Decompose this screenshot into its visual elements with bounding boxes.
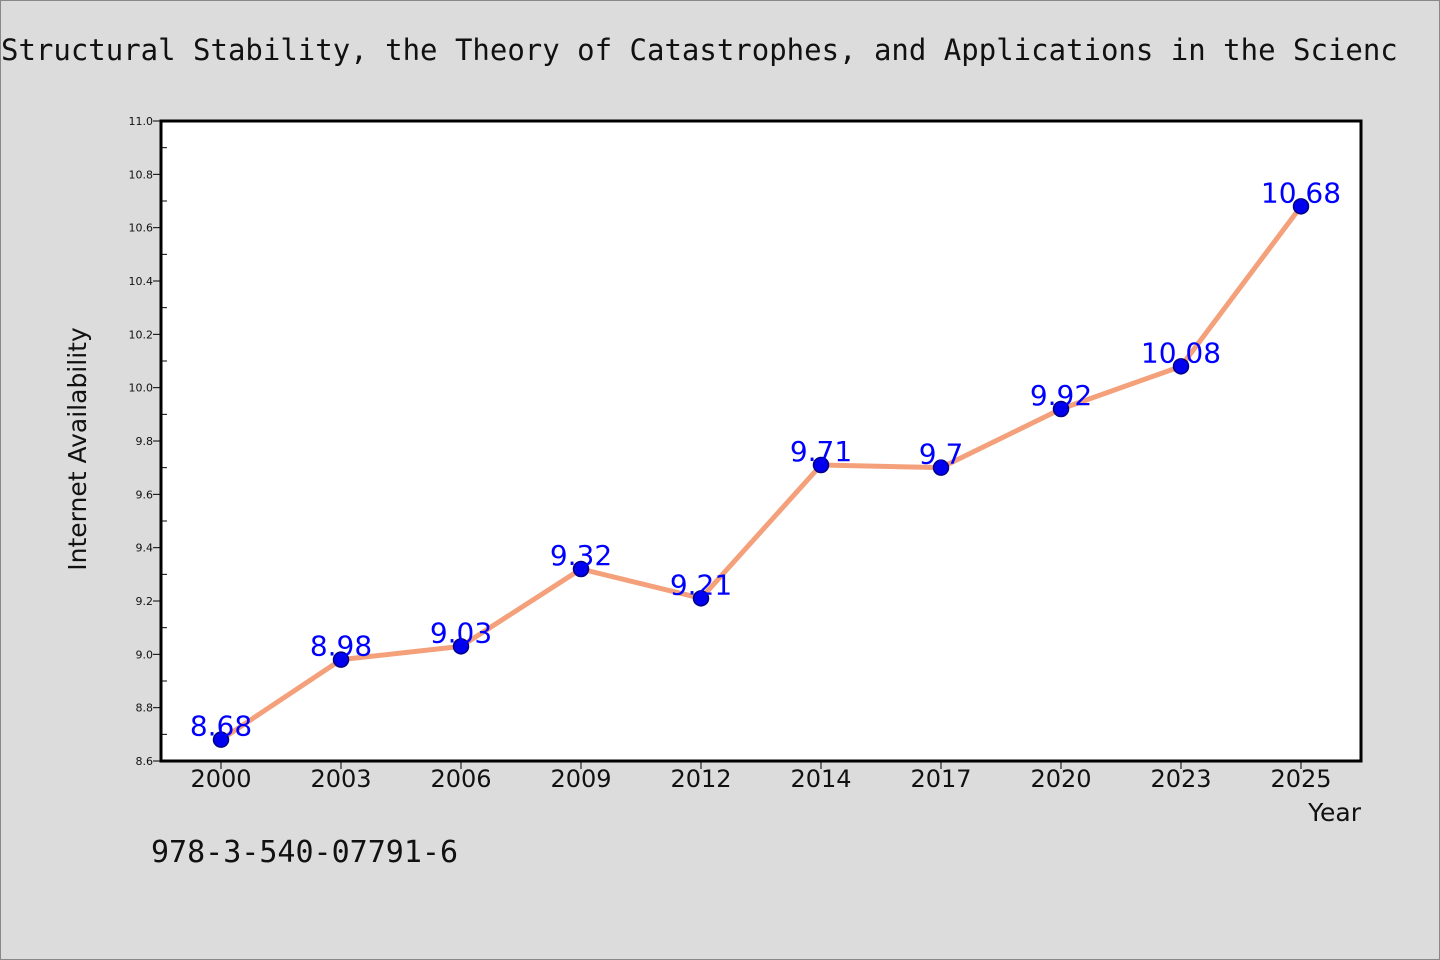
x-axis: 2000 2003 2006 2009 2012 2014 2017 2020 2023 2025: [190, 761, 1332, 793]
x-tick-label: 2025: [1270, 765, 1331, 793]
x-tick-label: 2006: [430, 765, 491, 793]
data-label: 10.68: [1261, 176, 1341, 209]
data-labels: 8.68 8.98 9.03 9.32 9.21 9.71 9.7 9.92 10.08 10.6…: [190, 176, 1341, 742]
x-tick-label: 2020: [1030, 765, 1091, 793]
y-tick-label: 8.6: [136, 755, 154, 768]
data-point: [1052, 400, 1070, 418]
data-point: [1172, 358, 1190, 375]
data-point: [332, 651, 350, 668]
data-label: 9.92: [1030, 379, 1092, 412]
data-point: [692, 590, 710, 607]
data-label: 9.03: [430, 616, 492, 649]
y-tick-label: 9.0: [136, 648, 154, 661]
y-tick-label: 9.4: [136, 542, 154, 555]
y-tick-label: 10.0: [129, 382, 154, 395]
x-tick-label: 2012: [670, 765, 731, 793]
data-point: [1292, 198, 1310, 215]
data-label: 8.98: [310, 630, 372, 663]
y-axis: 8.6 8.8 9.0 9.2 9.4 9.6 9.8 10.0 10.2 10.4 10.6 10.…: [129, 115, 161, 768]
data-label: 9.71: [790, 435, 852, 468]
x-tick-label: 2014: [790, 765, 851, 793]
y-tick-label: 10.6: [129, 222, 154, 235]
y-tick-label: 10.2: [129, 328, 154, 341]
data-label: 9.7: [919, 438, 964, 471]
y-tick-label: 9.6: [136, 488, 154, 501]
data-label: 9.32: [550, 539, 612, 572]
series-line: [218, 203, 1304, 743]
data-point: [932, 459, 950, 476]
y-tick-label: 10.4: [129, 275, 154, 288]
y-tick-label: 9.8: [136, 435, 154, 448]
series-markers: [212, 198, 1310, 748]
y-axis-label: Internet Availability: [63, 327, 92, 571]
data-label: 10.08: [1141, 336, 1221, 369]
data-label: 9.21: [670, 568, 732, 601]
data-point: [812, 456, 830, 474]
y-tick-label: 9.2: [136, 595, 154, 608]
data-point: [452, 638, 470, 655]
chart-title: Structural Stability, the Theory of Cata…: [1, 33, 1398, 67]
isbn-text: 978-3-540-07791-6: [151, 835, 459, 870]
plot-area: [161, 121, 1361, 761]
x-tick-label: 2009: [550, 765, 611, 793]
x-tick-label: 2003: [310, 765, 371, 793]
x-axis-label: Year: [1307, 798, 1362, 827]
data-point: [212, 731, 230, 748]
x-tick-label: 2017: [910, 765, 971, 793]
x-tick-label: 2000: [190, 765, 251, 793]
y-tick-label: 11.0: [129, 115, 154, 128]
series-line-group: [218, 203, 1304, 743]
plot-frame: [159, 119, 1363, 763]
data-point: [572, 560, 590, 578]
x-tick-label: 2023: [1150, 765, 1211, 793]
y-tick-label: 8.8: [136, 702, 154, 715]
data-label: 8.68: [190, 710, 252, 743]
y-tick-label: 10.8: [129, 168, 154, 181]
